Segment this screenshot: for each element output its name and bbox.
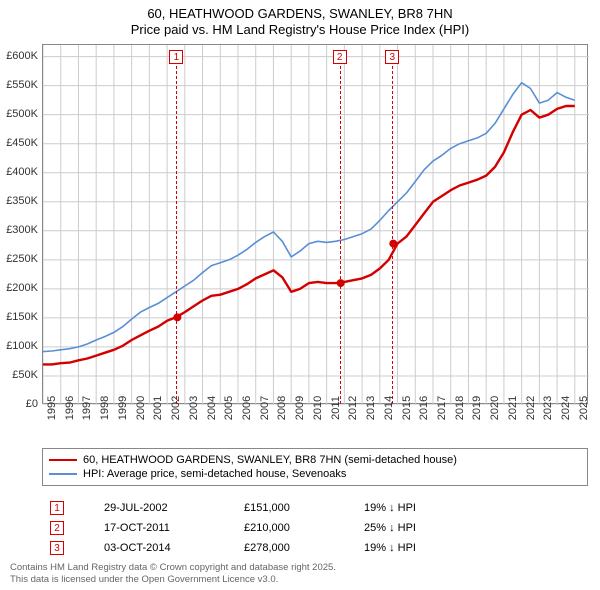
sale-vline [176,66,177,404]
y-tick-label: £550K [0,79,38,91]
y-tick-label: £50K [0,369,38,381]
x-tick-label: 2021 [507,396,519,420]
y-tick-label: £200K [0,282,38,294]
x-tick-label: 2005 [223,396,235,420]
footer-line-2: This data is licensed under the Open Gov… [10,574,336,586]
x-tick-label: 2009 [294,396,306,420]
sale-price: £210,000 [244,522,364,534]
sale-date: 29-JUL-2002 [104,502,244,514]
sale-date: 03-OCT-2014 [104,542,244,554]
sale-vline [392,66,393,404]
title-line-1: 60, HEATHWOOD GARDENS, SWANLEY, BR8 7HN [0,6,600,22]
legend-item-property: 60, HEATHWOOD GARDENS, SWANLEY, BR8 7HN … [49,453,581,467]
sale-delta: 19% ↓ HPI [364,542,484,554]
legend-swatch-property [49,459,77,461]
x-tick-label: 2007 [259,396,271,420]
y-tick-label: £450K [0,137,38,149]
legend-item-hpi: HPI: Average price, semi-detached house,… [49,467,581,481]
x-tick-label: 2024 [560,396,572,420]
x-tick-label: 2016 [418,396,430,420]
y-tick-label: £300K [0,224,38,236]
chart-plot-area [42,44,588,404]
sale-marker-chart: 1 [169,50,183,64]
sale-row: 2 17-OCT-2011 £210,000 25% ↓ HPI [42,518,588,538]
sale-marker-1: 1 [50,501,64,515]
y-tick-label: £400K [0,166,38,178]
x-tick-label: 2017 [436,396,448,420]
x-tick-label: 2006 [241,396,253,420]
chart-container: 60, HEATHWOOD GARDENS, SWANLEY, BR8 7HN … [0,0,600,590]
legend-label-hpi: HPI: Average price, semi-detached house,… [83,468,346,480]
x-tick-label: 2013 [365,396,377,420]
x-tick-label: 2019 [471,396,483,420]
x-tick-label: 2012 [347,396,359,420]
sales-table: 1 29-JUL-2002 £151,000 19% ↓ HPI 2 17-OC… [42,498,588,558]
y-tick-label: £500K [0,108,38,120]
sale-marker-chart: 3 [385,50,399,64]
sale-price: £278,000 [244,542,364,554]
x-tick-label: 2023 [542,396,554,420]
sale-delta: 25% ↓ HPI [364,522,484,534]
sale-vline [340,66,341,404]
title-block: 60, HEATHWOOD GARDENS, SWANLEY, BR8 7HN … [0,0,600,39]
y-tick-label: £600K [0,50,38,62]
y-tick-label: £250K [0,253,38,265]
y-tick-label: £100K [0,340,38,352]
chart-svg [43,45,589,405]
x-tick-label: 1997 [81,396,93,420]
x-tick-label: 2003 [188,396,200,420]
sale-marker-2: 2 [50,521,64,535]
legend: 60, HEATHWOOD GARDENS, SWANLEY, BR8 7HN … [42,448,588,486]
footer-line-1: Contains HM Land Registry data © Crown c… [10,562,336,574]
footer: Contains HM Land Registry data © Crown c… [10,562,336,586]
x-tick-label: 2020 [489,396,501,420]
legend-swatch-hpi [49,473,77,475]
x-tick-label: 1996 [64,396,76,420]
x-tick-label: 2022 [525,396,537,420]
sale-price: £151,000 [244,502,364,514]
sale-marker-3: 3 [50,541,64,555]
legend-label-property: 60, HEATHWOOD GARDENS, SWANLEY, BR8 7HN … [83,454,457,466]
sale-date: 17-OCT-2011 [104,522,244,534]
x-tick-label: 2008 [276,396,288,420]
x-tick-label: 2025 [578,396,590,420]
title-line-2: Price paid vs. HM Land Registry's House … [0,22,600,38]
y-tick-label: £350K [0,195,38,207]
sale-delta: 19% ↓ HPI [364,502,484,514]
y-tick-label: £0 [0,398,38,410]
x-tick-label: 2004 [206,396,218,420]
y-tick-label: £150K [0,311,38,323]
x-tick-label: 2001 [152,396,164,420]
x-tick-label: 2000 [135,396,147,420]
x-tick-label: 1995 [46,396,58,420]
sale-row: 1 29-JUL-2002 £151,000 19% ↓ HPI [42,498,588,518]
x-tick-label: 2018 [454,396,466,420]
x-tick-label: 1999 [117,396,129,420]
sale-row: 3 03-OCT-2014 £278,000 19% ↓ HPI [42,538,588,558]
x-tick-label: 2015 [401,396,413,420]
x-tick-label: 1998 [99,396,111,420]
sale-marker-chart: 2 [333,50,347,64]
x-tick-label: 2010 [312,396,324,420]
